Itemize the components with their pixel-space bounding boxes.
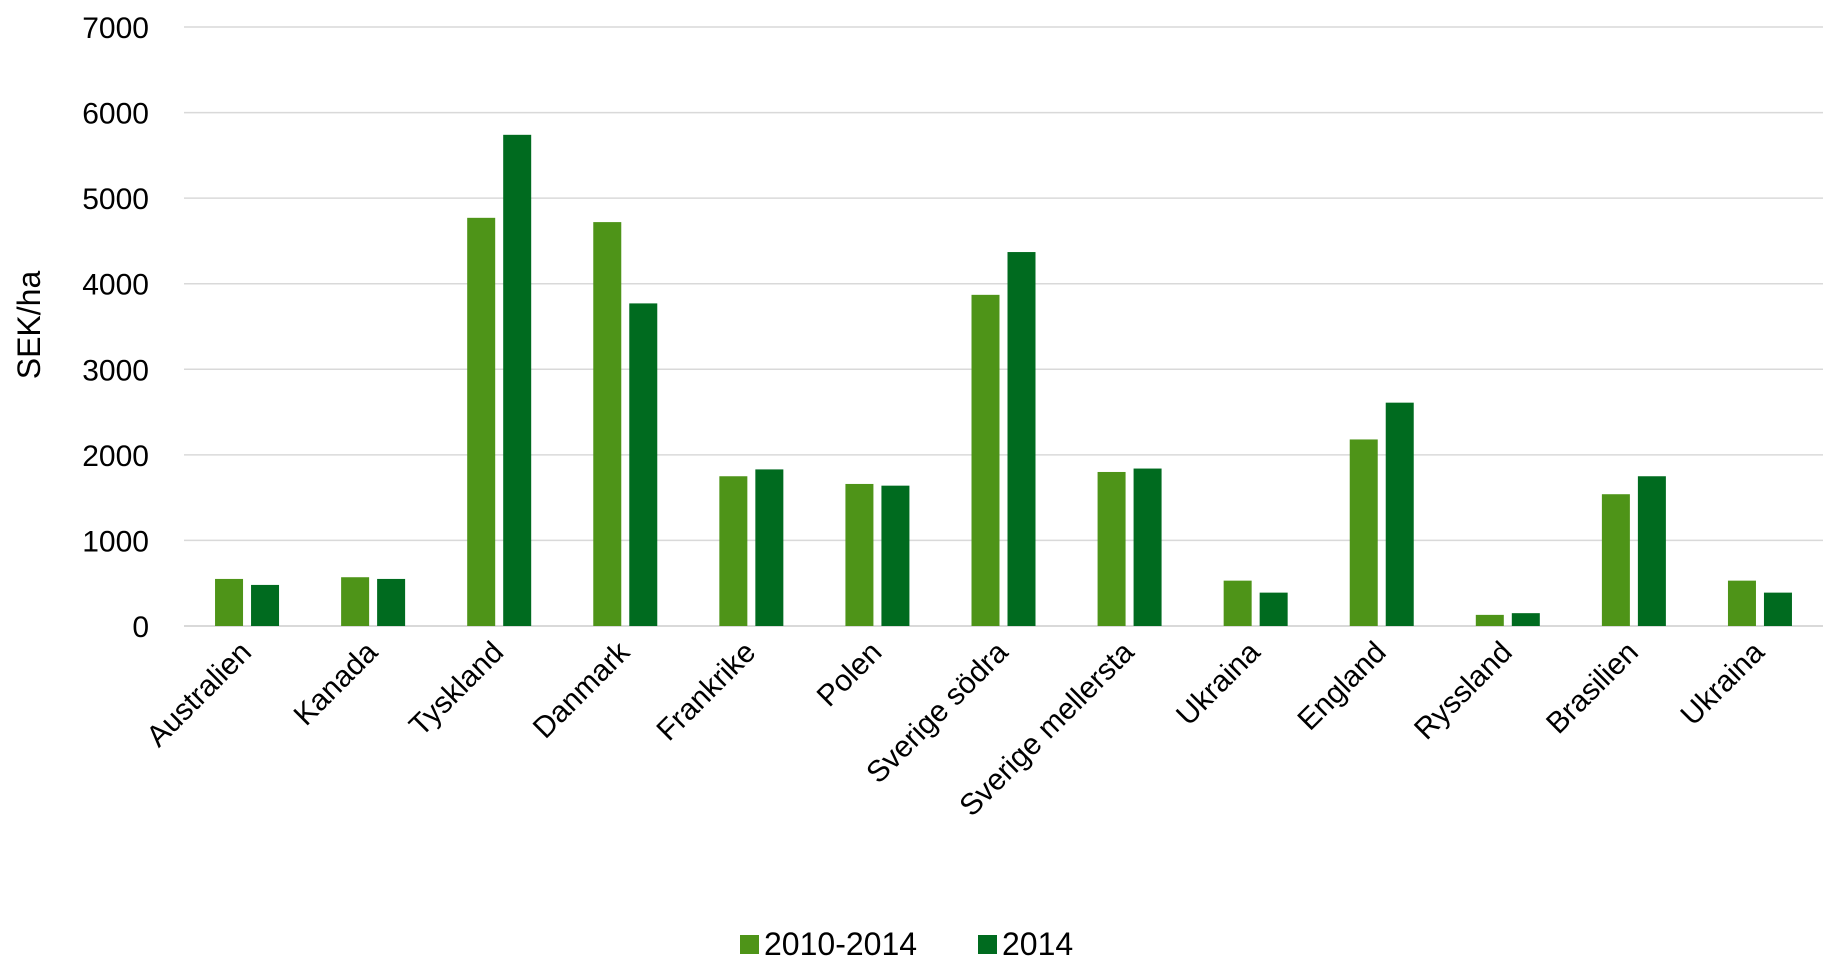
legend-swatch (978, 935, 997, 954)
x-category-label: Tyskland (403, 636, 510, 743)
bar-series-2 (755, 469, 784, 626)
x-category-label: Frankrike (651, 636, 763, 748)
bar-series-1 (1601, 494, 1630, 626)
bar-series-1 (1475, 614, 1504, 626)
bar-series-2 (1511, 613, 1540, 626)
bar-series-2 (377, 578, 406, 626)
x-category-label: Danmark (527, 635, 637, 745)
bar-series-2 (629, 303, 658, 626)
y-axis-title: SEK/ha (11, 271, 47, 380)
y-tick-label: 0 (132, 611, 149, 644)
x-category-label: England (1291, 636, 1392, 737)
x-axis-categories: Australien Kanada Tyskland Danmark Frankrike… (140, 635, 1771, 823)
x-category-label: Ukraina (1170, 635, 1267, 732)
bar-series-2 (1007, 252, 1036, 626)
x-category-label: Polen (811, 636, 889, 714)
bar-series-1 (1727, 580, 1756, 626)
y-tick-label: 1000 (82, 525, 149, 558)
bar-series-1 (971, 294, 1000, 626)
bar-series-1 (215, 578, 244, 626)
bar-series-1 (1097, 471, 1126, 626)
bar-series-1 (719, 476, 748, 626)
y-tick-label: 7000 (82, 12, 149, 45)
y-axis-ticks: 0 1000 2000 3000 4000 5000 6000 7000 (82, 12, 149, 644)
bars (215, 134, 1792, 627)
bar-series-1 (1223, 580, 1252, 626)
legend-item: 2010-2014 (740, 926, 917, 962)
x-category-label: Australien (140, 636, 258, 754)
bar-series-1 (593, 222, 622, 627)
bar-series-1 (1349, 439, 1378, 626)
legend-label: 2010-2014 (764, 926, 917, 962)
bar-series-1 (845, 483, 874, 626)
bar-series-1 (467, 217, 496, 626)
y-tick-label: 5000 (82, 183, 149, 216)
y-tick-label: 3000 (82, 354, 149, 387)
bar-series-2 (1637, 476, 1666, 626)
bar-series-2 (251, 584, 280, 626)
x-category-label: Ukraina (1674, 635, 1771, 732)
x-category-label: Ryssland (1408, 636, 1519, 747)
legend-label: 2014 (1002, 926, 1073, 962)
y-tick-label: 2000 (82, 440, 149, 473)
y-tick-label: 6000 (82, 98, 149, 131)
bar-series-1 (341, 577, 370, 626)
bar-series-2 (1763, 592, 1792, 626)
bar-series-2 (1133, 468, 1162, 626)
legend: 2010-2014 2014 (740, 926, 1073, 962)
legend-swatch (740, 935, 759, 954)
bar-series-2 (1259, 592, 1288, 626)
x-category-label: Kanada (288, 635, 385, 732)
bar-series-2 (503, 134, 532, 626)
gridlines (184, 26, 1823, 627)
x-category-label: Brasilien (1540, 636, 1645, 741)
bar-series-2 (881, 485, 910, 626)
legend-item: 2014 (978, 926, 1073, 962)
y-tick-label: 4000 (82, 269, 149, 302)
bar-series-2 (1385, 402, 1414, 626)
